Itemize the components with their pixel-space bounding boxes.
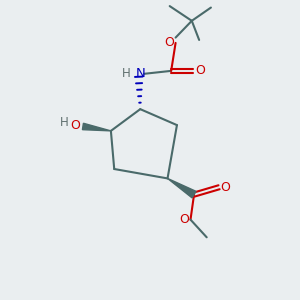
Text: O: O: [195, 64, 205, 77]
Text: H: H: [122, 67, 131, 80]
Polygon shape: [82, 123, 111, 131]
Text: O: O: [164, 36, 174, 50]
Text: O: O: [179, 213, 189, 226]
Text: H: H: [59, 116, 68, 128]
Text: O: O: [70, 119, 80, 132]
Text: O: O: [220, 181, 230, 194]
Polygon shape: [167, 178, 196, 198]
Text: N: N: [135, 67, 145, 80]
